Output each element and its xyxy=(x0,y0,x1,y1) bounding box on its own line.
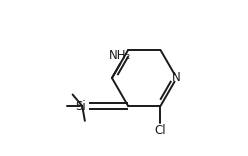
Text: Cl: Cl xyxy=(155,124,166,137)
Text: Si: Si xyxy=(75,100,86,112)
Text: NH₂: NH₂ xyxy=(109,49,131,62)
Text: N: N xyxy=(172,71,181,85)
